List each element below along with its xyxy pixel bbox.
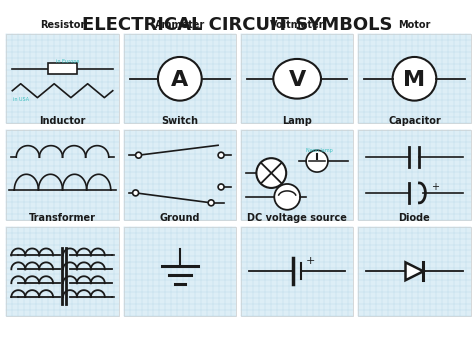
Text: Transformer: Transformer: [29, 213, 96, 223]
Circle shape: [208, 200, 214, 206]
Circle shape: [158, 57, 202, 101]
Bar: [124, 34, 236, 123]
Circle shape: [256, 158, 286, 188]
Bar: [6, 34, 118, 123]
Text: Voltmeter: Voltmeter: [270, 20, 324, 30]
Bar: [47, 64, 77, 74]
Bar: [241, 34, 353, 123]
Text: A: A: [171, 70, 189, 90]
Bar: [6, 227, 118, 316]
Circle shape: [274, 184, 300, 210]
Text: Capacitor: Capacitor: [388, 116, 441, 126]
Text: Switch: Switch: [161, 116, 198, 126]
Text: V: V: [289, 70, 306, 90]
Bar: [358, 130, 471, 220]
Text: DC voltage source: DC voltage source: [247, 213, 347, 223]
Bar: [124, 130, 236, 220]
Bar: [358, 227, 471, 316]
Text: Inductor: Inductor: [39, 116, 86, 126]
Ellipse shape: [273, 59, 321, 99]
Bar: [124, 227, 236, 316]
Circle shape: [133, 190, 138, 196]
Text: in Europe: in Europe: [56, 60, 79, 64]
Polygon shape: [405, 262, 423, 280]
Text: +: +: [306, 256, 316, 266]
Text: Diode: Diode: [399, 213, 430, 223]
Text: Ammeter: Ammeter: [155, 20, 205, 30]
Text: in USA: in USA: [13, 97, 29, 102]
Circle shape: [392, 57, 437, 101]
Circle shape: [306, 150, 328, 172]
Bar: [241, 227, 353, 316]
Text: Ground: Ground: [160, 213, 200, 223]
Text: Neon lamp: Neon lamp: [306, 148, 332, 153]
Circle shape: [136, 152, 142, 158]
Text: +: +: [431, 182, 439, 192]
Bar: [241, 130, 353, 220]
Text: Resistor: Resistor: [40, 20, 85, 30]
Circle shape: [218, 152, 224, 158]
Text: M: M: [403, 70, 426, 90]
Text: Motor: Motor: [398, 20, 431, 30]
Circle shape: [218, 184, 224, 190]
Bar: [6, 130, 118, 220]
Text: Lamp: Lamp: [282, 116, 312, 126]
Bar: [358, 34, 471, 123]
Text: ELECTRICAL CIRCUIT SYMBOLS: ELECTRICAL CIRCUIT SYMBOLS: [82, 16, 392, 34]
